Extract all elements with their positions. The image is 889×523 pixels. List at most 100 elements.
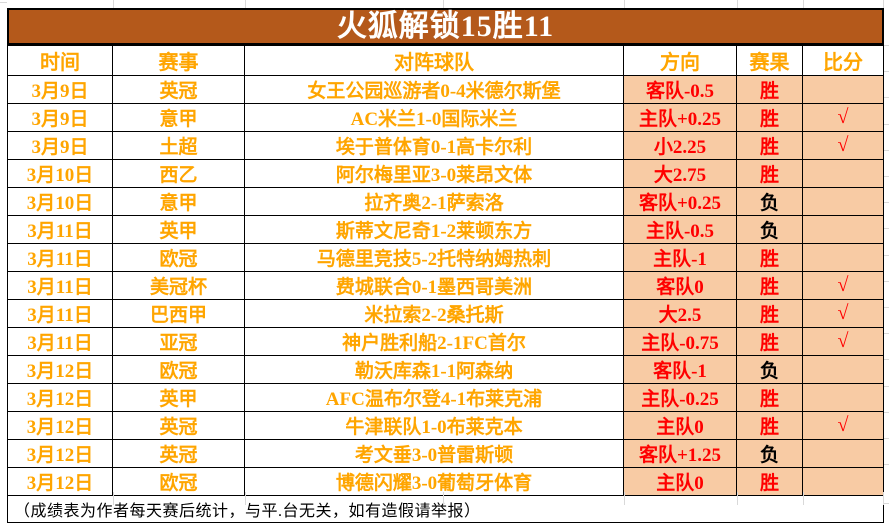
direction-cell: 主队0	[623, 411, 737, 440]
col-header-teams: 对阵球队	[244, 45, 624, 76]
results-sheet: 火狐解锁15胜11 时间 赛事 对阵球队 方向 赛果 比分 3月9日 英冠 女王公园…	[7, 8, 884, 523]
table-row: 3月12日 英甲 AFC温布尔登4-1布莱克浦 主队-0.25 胜	[7, 383, 884, 412]
table-footer: （成绩表为作者每天赛后统计，与平.台无关，如有造假请举报）	[7, 495, 884, 523]
header-row: 时间 赛事 对阵球队 方向 赛果 比分	[7, 45, 884, 76]
col-header-result: 赛果	[736, 45, 803, 76]
sheet-gridline	[884, 281, 889, 282]
match-cell: 勒沃库森1-1阿森纳	[244, 355, 624, 384]
direction-cell: 客队0	[623, 271, 737, 300]
col-header-score: 比分	[802, 45, 884, 76]
direction-cell: 主队0	[623, 467, 737, 496]
date-cell: 3月12日	[7, 439, 113, 468]
match-cell: 牛津联队1-0布莱克本	[244, 411, 624, 440]
result-cell: 胜	[736, 383, 803, 412]
direction-cell: 客队+1.25	[623, 439, 737, 468]
sheet-gridline	[245, 492, 246, 505]
date-cell: 3月12日	[7, 467, 113, 496]
sheet-gridline	[803, 492, 804, 505]
score-cell: √	[802, 327, 884, 356]
footer-note: （成绩表为作者每天赛后统计，与平.台无关，如有造假请举报）	[7, 495, 884, 523]
match-cell: 米拉索2-2桑托斯	[244, 299, 624, 328]
sheet-gridline	[883, 0, 884, 8]
match-cell: 斯蒂文尼奇1-2莱顿东方	[244, 215, 624, 244]
result-cell: 胜	[736, 411, 803, 440]
sheet-gridline	[884, 464, 889, 465]
sheet-gridline	[884, 202, 889, 203]
date-cell: 3月12日	[7, 383, 113, 412]
league-cell: 美冠杯	[112, 271, 245, 300]
league-cell: 亚冠	[112, 327, 245, 356]
date-cell: 3月12日	[7, 411, 113, 440]
league-cell: 土超	[112, 131, 245, 160]
match-cell: 拉齐奥2-1萨索洛	[244, 187, 624, 216]
table-row: 3月9日 英冠 女王公园巡游者0-4米德尔斯堡 客队-0.5 胜	[7, 75, 884, 104]
sheet-gridline	[884, 359, 889, 360]
result-cell: 胜	[736, 271, 803, 300]
result-cell: 负	[736, 215, 803, 244]
result-cell: 负	[736, 355, 803, 384]
score-cell: √	[802, 131, 884, 160]
score-cell	[802, 383, 884, 412]
direction-cell: 主队-0.5	[623, 215, 737, 244]
sheet-gridline	[884, 228, 889, 229]
league-cell: 西乙	[112, 159, 245, 188]
sheet-gridline	[245, 0, 246, 8]
score-cell	[802, 159, 884, 188]
table-header: 时间 赛事 对阵球队 方向 赛果 比分	[7, 45, 884, 76]
sheet-gridline	[737, 0, 738, 8]
sheet-gridline	[884, 150, 889, 151]
direction-cell: 主队-0.25	[623, 383, 737, 412]
league-cell: 英冠	[112, 411, 245, 440]
match-cell: 考文垂3-0普雷斯顿	[244, 439, 624, 468]
result-cell: 胜	[736, 327, 803, 356]
sheet-gridline	[884, 255, 889, 256]
sheet-gridline	[624, 492, 625, 505]
score-cell	[802, 467, 884, 496]
table-row: 3月12日 欧冠 勒沃库森1-1阿森纳 客队-1 负	[7, 355, 884, 384]
sheet-gridline	[443, 492, 444, 505]
league-cell: 英甲	[112, 383, 245, 412]
result-cell: 胜	[736, 103, 803, 132]
sheet-gridline	[884, 412, 889, 413]
table-row: 3月10日 意甲 拉齐奥2-1萨索洛 客队+0.25 负	[7, 187, 884, 216]
date-cell: 3月9日	[7, 103, 113, 132]
result-cell: 胜	[736, 467, 803, 496]
match-cell: AC米兰1-0国际米兰	[244, 103, 624, 132]
date-cell: 3月11日	[7, 327, 113, 356]
date-cell: 3月9日	[7, 75, 113, 104]
table-row: 3月11日 亚冠 神户胜利船2-1FC首尔 主队-0.75 胜 √	[7, 327, 884, 356]
sheet-gridline	[883, 492, 884, 505]
table-row: 3月12日 英冠 考文垂3-0普雷斯顿 客队+1.25 负	[7, 439, 884, 468]
page-title: 火狐解锁15胜11	[336, 9, 555, 43]
league-cell: 意甲	[112, 187, 245, 216]
direction-cell: 客队-0.5	[623, 75, 737, 104]
direction-cell: 客队+0.25	[623, 187, 737, 216]
table-row: 3月9日 意甲 AC米兰1-0国际米兰 主队+0.25 胜 √	[7, 103, 884, 132]
sheet-gridline	[884, 97, 889, 98]
sheet-gridline	[884, 307, 889, 308]
match-cell: 神户胜利船2-1FC首尔	[244, 327, 624, 356]
league-cell: 意甲	[112, 103, 245, 132]
score-cell	[802, 355, 884, 384]
sheet-gridline	[113, 0, 114, 8]
result-cell: 胜	[736, 75, 803, 104]
match-cell: 女王公园巡游者0-4米德尔斯堡	[244, 75, 624, 104]
table-row: 3月9日 土超 埃于普体育0-1高卡尔利 小2.25 胜 √	[7, 131, 884, 160]
col-header-time: 时间	[7, 45, 113, 76]
league-cell: 巴西甲	[112, 299, 245, 328]
direction-cell: 主队+0.25	[623, 103, 737, 132]
league-cell: 欧冠	[112, 355, 245, 384]
table-row: 3月10日 西乙 阿尔梅里亚3-0莱昂文体 大2.75 胜	[7, 159, 884, 188]
sheet-gridline	[884, 176, 889, 177]
sheet-gridline	[884, 438, 889, 439]
direction-cell: 大2.5	[623, 299, 737, 328]
direction-cell: 主队-1	[623, 243, 737, 272]
score-cell	[802, 187, 884, 216]
match-cell: AFC温布尔登4-1布莱克浦	[244, 383, 624, 412]
result-cell: 胜	[736, 159, 803, 188]
date-cell: 3月10日	[7, 159, 113, 188]
table-row: 3月11日 欧冠 马德里竞技5-2托特纳姆热刺 主队-1 胜	[7, 243, 884, 272]
sheet-gridline	[884, 386, 889, 387]
banner: 火狐解锁15胜11	[7, 8, 884, 45]
score-cell	[802, 215, 884, 244]
